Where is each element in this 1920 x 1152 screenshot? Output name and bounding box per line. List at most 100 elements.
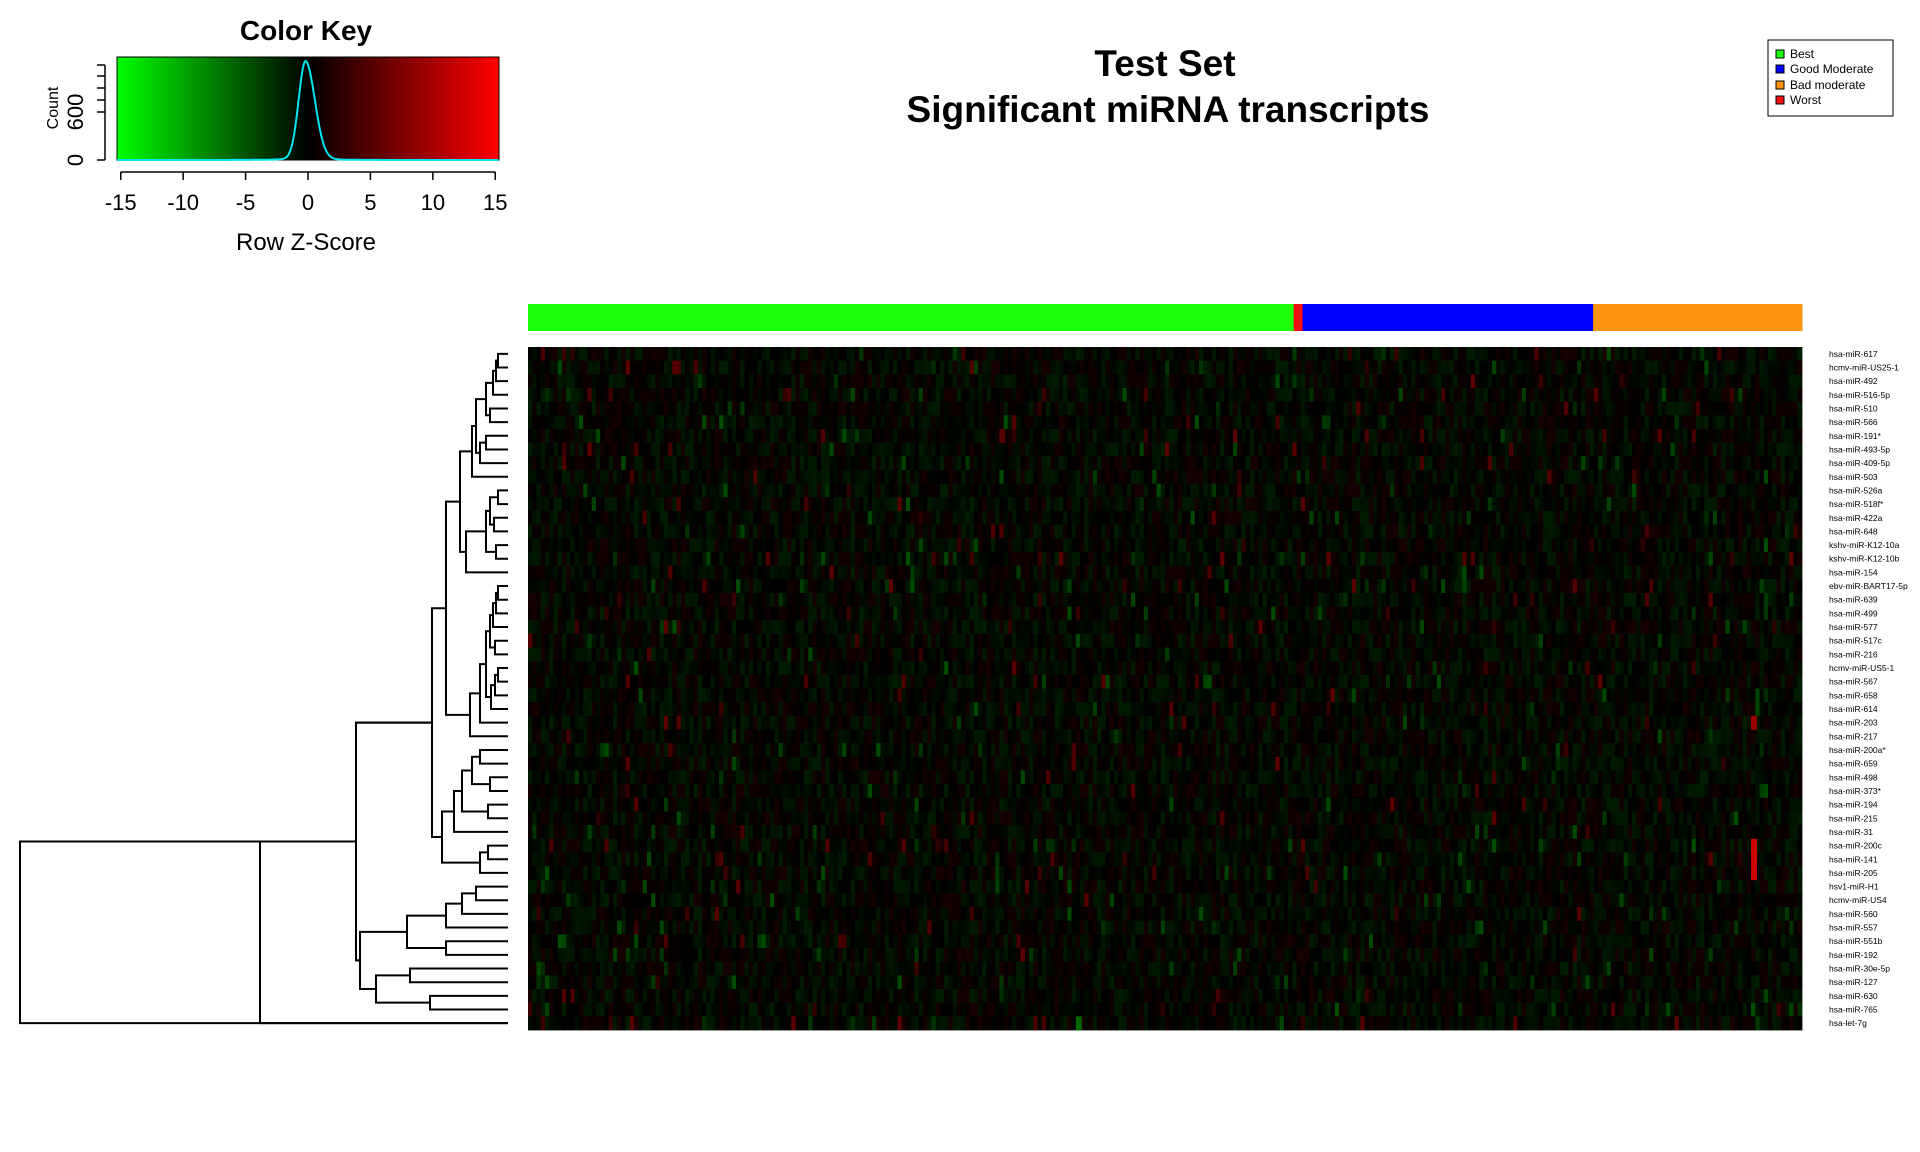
heatmap-cell xyxy=(1534,497,1540,512)
heatmap-cell xyxy=(999,374,1005,389)
heatmap-cell xyxy=(816,497,822,512)
heatmap-cell xyxy=(1317,456,1323,471)
heatmap-cell xyxy=(782,538,788,553)
heatmap-cell xyxy=(825,360,830,375)
heatmap-cell xyxy=(1262,428,1268,444)
heatmap-cell xyxy=(1101,456,1106,471)
heatmap-cell xyxy=(1598,469,1603,484)
heatmap-cell xyxy=(808,387,813,403)
heatmap-cell xyxy=(956,387,962,403)
heatmap-cell xyxy=(1029,415,1034,430)
heatmap-cell xyxy=(1024,469,1030,484)
heatmap-cell xyxy=(1322,524,1327,539)
heatmap-cell xyxy=(1759,510,1765,525)
heatmap-cell xyxy=(1496,415,1501,430)
heatmap-cell xyxy=(689,538,695,553)
heatmap-cell xyxy=(1763,510,1769,525)
heatmap-cell xyxy=(1339,510,1344,525)
heatmap-cell xyxy=(566,497,571,512)
heatmap-cell xyxy=(1759,360,1765,375)
heatmap-cell xyxy=(1029,524,1034,539)
heatmap-cell xyxy=(1411,415,1416,430)
heatmap-cell xyxy=(1678,483,1684,498)
heatmap-cell xyxy=(1046,442,1051,457)
heatmap-cell xyxy=(1734,497,1739,512)
heatmap-cell xyxy=(952,538,958,553)
heatmap-cell xyxy=(557,551,563,566)
heatmap-cell xyxy=(1598,497,1603,512)
heatmap-cell xyxy=(1768,483,1773,498)
heatmap-cell xyxy=(663,347,669,362)
heatmap-cell xyxy=(1237,524,1242,539)
heatmap-cell xyxy=(905,565,911,580)
heatmap-cell xyxy=(1237,347,1242,362)
heatmap-cell xyxy=(702,524,707,539)
heatmap-cell xyxy=(1381,456,1387,471)
heatmap-cell xyxy=(1593,551,1599,566)
heatmap-cell xyxy=(1487,374,1493,389)
heatmap-cell xyxy=(1500,360,1506,375)
heatmap-cell xyxy=(693,415,699,430)
heatmap-cell xyxy=(536,442,542,457)
heatmap-cell xyxy=(1432,456,1438,471)
heatmap-cell xyxy=(1254,360,1259,375)
heatmap-cell xyxy=(587,524,593,539)
heatmap-cell xyxy=(1220,347,1225,362)
heatmap-cell xyxy=(1436,387,1442,403)
heatmap-cell xyxy=(1084,442,1089,457)
heatmap-cell xyxy=(1101,360,1106,375)
heatmap-cell xyxy=(731,510,737,525)
heatmap-cell xyxy=(884,456,890,471)
heatmap-cell xyxy=(1593,374,1599,389)
heatmap-cell xyxy=(850,415,856,430)
heatmap-cell xyxy=(1678,510,1684,525)
heatmap-cell xyxy=(1245,538,1251,553)
heatmap-cell xyxy=(1381,538,1387,553)
heatmap-cell xyxy=(910,442,915,457)
heatmap-cell xyxy=(1734,551,1739,566)
heatmap-cell xyxy=(1564,442,1569,457)
heatmap-cell xyxy=(1678,428,1684,444)
heatmap-cell xyxy=(1224,360,1230,375)
heatmap-cell xyxy=(1780,524,1786,539)
heatmap-cell xyxy=(1131,428,1136,444)
heatmap-cell xyxy=(574,497,580,512)
heatmap-cell xyxy=(1016,456,1022,471)
heatmap-cell xyxy=(668,415,673,430)
heatmap-cell xyxy=(825,538,830,553)
heatmap-cell xyxy=(1322,538,1327,553)
heatmap-cell xyxy=(1610,401,1616,416)
heatmap-cell xyxy=(1441,347,1446,362)
heatmap-cell xyxy=(1190,387,1196,403)
heatmap-cell xyxy=(1165,456,1170,471)
heatmap-cell xyxy=(651,360,656,375)
heatmap-cell xyxy=(1398,442,1404,457)
heatmap-cell xyxy=(1424,360,1429,375)
heatmap-cell xyxy=(1721,442,1726,457)
heatmap-cell xyxy=(1296,524,1302,539)
heatmap-cell xyxy=(999,497,1005,512)
heatmap-cell xyxy=(723,401,728,416)
heatmap-cell xyxy=(986,469,992,484)
heatmap-cell xyxy=(1114,510,1119,525)
heatmap-cell xyxy=(1143,347,1149,362)
heatmap-cell xyxy=(1215,538,1221,553)
heatmap-cell xyxy=(1322,510,1327,525)
heatmap-cell xyxy=(1632,374,1637,389)
heatmap-cell xyxy=(1114,551,1119,566)
heatmap-cell xyxy=(1555,456,1561,471)
heatmap-cell xyxy=(1373,428,1378,444)
heatmap-cell xyxy=(1390,374,1395,389)
heatmap-cell xyxy=(901,401,907,416)
heatmap-cell xyxy=(995,483,1000,498)
heatmap-cell xyxy=(1058,483,1064,498)
heatmap-cell xyxy=(676,524,682,539)
heatmap-cell xyxy=(901,415,907,430)
heatmap-cell xyxy=(935,510,941,525)
heatmap-cell xyxy=(1687,510,1692,525)
heatmap-cell xyxy=(1330,374,1336,389)
heatmap-cell xyxy=(1466,415,1472,430)
heatmap-cell xyxy=(1109,401,1115,416)
heatmap-cell xyxy=(1241,456,1247,471)
heatmap-cell xyxy=(536,415,542,430)
